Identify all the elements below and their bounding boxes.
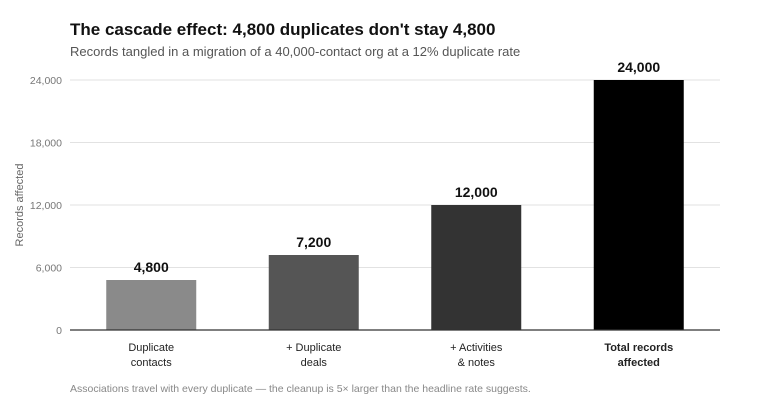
- x-tick-label: + Activities: [450, 342, 503, 354]
- chart-title: The cascade effect: 4,800 duplicates don…: [70, 20, 496, 39]
- x-tick-label: & notes: [458, 357, 496, 369]
- y-tick-label: 24,000: [30, 75, 62, 87]
- x-tick-label: affected: [618, 357, 660, 369]
- chart-footnote: Associations travel with every duplicate…: [70, 383, 531, 395]
- x-tick-label: deals: [301, 357, 328, 369]
- data-label: 4,800: [134, 259, 169, 275]
- y-tick-label: 12,000: [30, 200, 62, 212]
- chart-subtitle: Records tangled in a migration of a 40,0…: [70, 44, 521, 59]
- x-tick-label: + Duplicate: [286, 342, 341, 354]
- y-tick-label: 18,000: [30, 138, 62, 150]
- data-label: 12,000: [455, 184, 498, 200]
- bar: [268, 255, 359, 330]
- data-label: 24,000: [617, 59, 660, 75]
- data-label: 7,200: [296, 234, 331, 250]
- bar: [431, 205, 522, 330]
- bar: [593, 80, 684, 330]
- x-tick-label: Duplicate: [128, 342, 174, 354]
- y-tick-label: 0: [56, 325, 62, 337]
- x-tick-label: Total records: [604, 342, 673, 354]
- bar: [106, 280, 197, 330]
- y-axis-label: Records affected: [14, 164, 26, 247]
- x-tick-label: contacts: [131, 357, 172, 369]
- y-tick-label: 6,000: [36, 263, 62, 275]
